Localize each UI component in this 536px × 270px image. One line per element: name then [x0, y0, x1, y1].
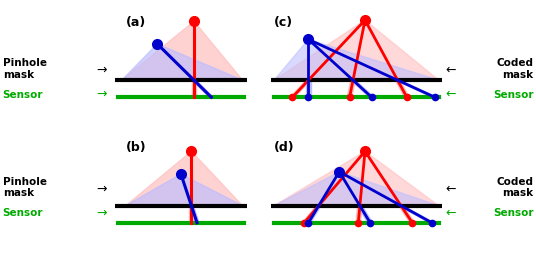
Polygon shape [192, 80, 196, 97]
Polygon shape [396, 80, 409, 97]
Polygon shape [306, 80, 311, 97]
Text: ←: ← [445, 183, 456, 195]
Polygon shape [274, 172, 439, 206]
Polygon shape [189, 206, 193, 223]
Text: ←: ← [445, 64, 456, 77]
Text: →: → [96, 88, 107, 101]
Text: Sensor: Sensor [3, 208, 43, 218]
Text: Pinhole
mask: Pinhole mask [3, 58, 47, 80]
Polygon shape [189, 206, 199, 223]
Polygon shape [122, 21, 243, 80]
Polygon shape [396, 80, 437, 97]
Polygon shape [290, 80, 311, 97]
Polygon shape [274, 39, 439, 80]
Text: (c): (c) [274, 16, 293, 29]
Polygon shape [192, 80, 213, 97]
Polygon shape [358, 206, 373, 223]
Text: (b): (b) [126, 141, 146, 154]
Text: Pinhole
mask: Pinhole mask [3, 177, 47, 198]
Text: (d): (d) [274, 141, 295, 154]
Polygon shape [306, 206, 321, 223]
Polygon shape [126, 151, 243, 206]
Polygon shape [302, 206, 321, 223]
Polygon shape [356, 206, 362, 223]
Text: →: → [96, 183, 107, 195]
Polygon shape [399, 206, 414, 223]
Text: ←: ← [445, 207, 456, 220]
Text: Coded
mask: Coded mask [496, 58, 533, 80]
Text: →: → [96, 207, 107, 220]
Text: Sensor: Sensor [493, 208, 533, 218]
Text: Coded
mask: Coded mask [496, 177, 533, 198]
Text: (a): (a) [126, 16, 146, 29]
Polygon shape [347, 80, 355, 97]
Text: Sensor: Sensor [493, 89, 533, 100]
Polygon shape [399, 206, 434, 223]
Polygon shape [122, 44, 243, 80]
Polygon shape [274, 20, 439, 80]
Polygon shape [274, 151, 439, 206]
Polygon shape [351, 80, 374, 97]
Text: →: → [96, 64, 107, 77]
Polygon shape [126, 174, 243, 206]
Text: Sensor: Sensor [3, 89, 43, 100]
Text: ←: ← [445, 88, 456, 101]
